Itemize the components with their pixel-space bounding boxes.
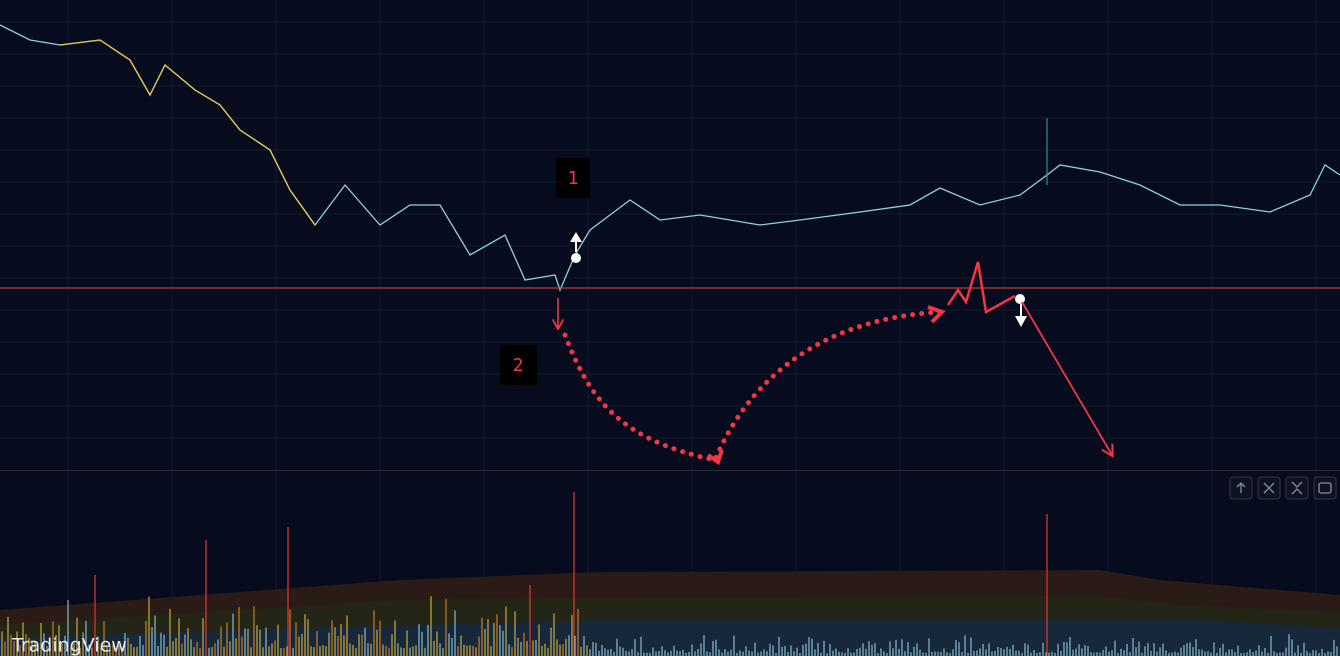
arrow-head (927, 305, 946, 324)
projection-path (562, 309, 943, 463)
zigzag (946, 261, 1016, 314)
arrow-head (570, 232, 582, 242)
arrow-head (1015, 316, 1027, 327)
arrow-head (706, 449, 724, 466)
marker-label: 1 (568, 168, 579, 189)
volume-bars (1, 492, 1338, 656)
marker-box (500, 345, 537, 385)
pane-buttons[interactable] (1229, 476, 1337, 500)
btn-collapse[interactable] (1285, 476, 1309, 500)
btn-maximize[interactable] (1313, 476, 1337, 500)
point (571, 253, 581, 263)
marker-label: 2 (513, 355, 524, 376)
arrow-line (1021, 301, 1112, 455)
marker-box (556, 158, 590, 198)
logo: TradingView (11, 635, 127, 656)
point (1015, 294, 1025, 304)
price-line-highlight (59, 39, 316, 226)
